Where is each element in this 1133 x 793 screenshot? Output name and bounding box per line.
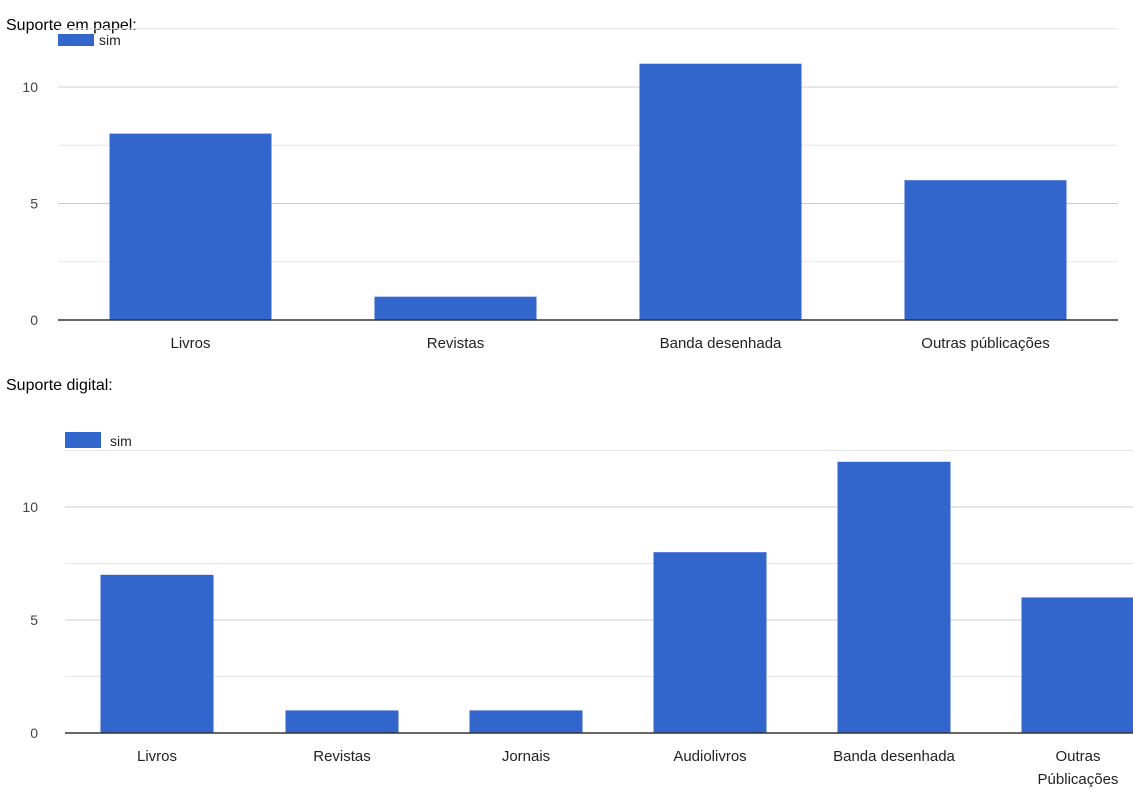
legend-swatch: [65, 432, 101, 448]
x-category-label: Outras públicações: [921, 335, 1049, 352]
x-category-label: Audiolivros: [673, 748, 746, 765]
x-category-label: Revistas: [313, 748, 371, 765]
bar-jornais: [469, 710, 583, 733]
gridlines: [65, 450, 1133, 677]
y-tick-label: 5: [30, 196, 38, 212]
y-tick-label: 5: [30, 612, 38, 628]
bar-banda-desenhada: [639, 63, 802, 320]
y-tick-label: 0: [30, 725, 38, 741]
bar-chart-paper: 0 5 10 Livros Revistas Banda desenhada Outras …: [22, 28, 1118, 352]
bar-outras-públicações: [904, 180, 1067, 320]
legend-swatch: [58, 34, 94, 46]
bar-audiolivros: [653, 552, 767, 733]
bar-outras-públicações: [1021, 597, 1133, 733]
x-category-label: Outras Públicações: [1038, 748, 1119, 788]
x-category-label: Jornais: [502, 748, 550, 765]
bar-revistas: [285, 710, 399, 733]
x-category-label: Banda desenhada: [833, 748, 955, 765]
y-tick-label: 10: [22, 79, 38, 95]
bar-banda-desenhada: [837, 461, 951, 733]
legend-label: sim: [99, 32, 121, 48]
bar-livros: [100, 574, 214, 733]
section-title-digital: Suporte digital:: [6, 377, 113, 394]
legend-label: sim: [110, 433, 132, 449]
y-tick-label: 0: [30, 312, 38, 328]
x-category-label: Revistas: [427, 335, 485, 352]
section-title-paper: Suporte em papel:: [6, 17, 137, 34]
x-category-label: Livros: [137, 748, 177, 765]
x-category-label: Banda desenhada: [660, 335, 782, 352]
bar-revistas: [374, 296, 537, 320]
x-category-label: Livros: [170, 335, 210, 352]
y-tick-label: 10: [22, 499, 38, 515]
bar-livros: [109, 133, 272, 320]
